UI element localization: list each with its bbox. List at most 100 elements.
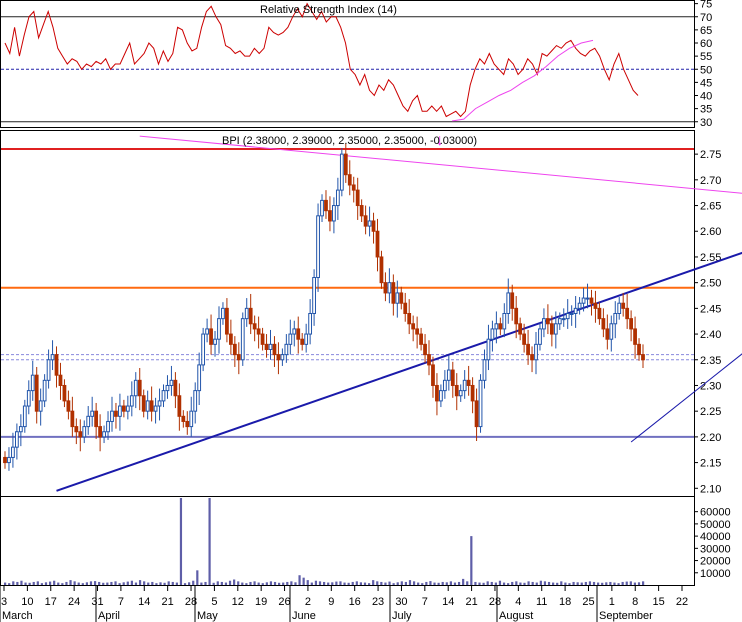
- candle-body: [565, 313, 570, 320]
- volume-bar: [57, 582, 60, 585]
- volume-bar: [642, 581, 645, 585]
- volume-tick-label: 50000: [700, 519, 731, 531]
- candle-body: [86, 415, 91, 428]
- candle-body: [474, 400, 479, 428]
- candle-body: [149, 400, 154, 412]
- volume-bar: [265, 582, 268, 585]
- volume-panel: [0, 496, 695, 586]
- candle-body: [161, 390, 166, 402]
- volume-tick-label: 30000: [700, 543, 731, 555]
- candle-body: [70, 410, 75, 428]
- candle-body: [335, 189, 340, 207]
- price-tick-label: 2.15: [700, 458, 721, 470]
- volume-bar: [36, 581, 39, 585]
- volume-bar: [188, 582, 191, 585]
- volume-bar: [208, 498, 211, 585]
- x-day-label: 25: [582, 596, 594, 608]
- volume-bar: [417, 582, 420, 585]
- volume-bar: [16, 581, 19, 585]
- volume-bar: [298, 575, 301, 585]
- candle-body: [351, 184, 356, 191]
- volume-bar: [486, 581, 489, 585]
- volume-bar: [388, 581, 391, 585]
- candle-body: [363, 215, 368, 227]
- candle-body: [371, 220, 376, 232]
- volume-bar: [159, 582, 162, 585]
- volume-bar: [412, 581, 416, 585]
- volume-bar: [327, 582, 330, 585]
- volume-bar: [363, 582, 367, 585]
- candle-body: [197, 364, 202, 392]
- volume-bar: [171, 581, 174, 585]
- candle-body: [407, 313, 412, 325]
- candle-body: [268, 343, 273, 350]
- candle-body: [169, 379, 174, 386]
- candle-body: [427, 354, 431, 366]
- price-tick-label: 2.45: [700, 303, 721, 315]
- candle-body: [423, 343, 427, 356]
- candle-body: [482, 359, 487, 381]
- rsi-tick-label: 75: [700, 0, 712, 11]
- candle-body: [118, 405, 122, 417]
- volume-bar: [343, 582, 346, 585]
- candle-body: [450, 369, 455, 386]
- candle-body: [248, 307, 253, 325]
- x-day-label: 21: [465, 596, 477, 608]
- candle-body: [526, 343, 530, 356]
- candle-body: [506, 292, 511, 314]
- volume-bar: [24, 582, 27, 585]
- volume-bar: [53, 580, 56, 585]
- price-trendline: [56, 251, 742, 492]
- volume-bar: [65, 581, 68, 585]
- x-month-label: June: [292, 610, 316, 622]
- candle-body: [225, 307, 229, 335]
- volume-bar: [12, 581, 15, 585]
- candle-body: [157, 400, 162, 407]
- candle-body: [498, 323, 503, 330]
- candle-body: [403, 302, 408, 315]
- volume-bar: [433, 582, 436, 585]
- candle-body: [534, 343, 538, 361]
- candle-body: [458, 390, 463, 397]
- volume-bar: [196, 570, 199, 585]
- volume-bar: [106, 582, 109, 585]
- candle-body: [332, 205, 336, 222]
- volume-bar: [126, 581, 129, 585]
- x-day-label: 24: [68, 596, 80, 608]
- candle-body: [613, 313, 618, 325]
- candle-body: [439, 390, 443, 402]
- volume-bar: [367, 583, 371, 585]
- price-trendline: [630, 353, 742, 443]
- candle-body: [256, 328, 261, 335]
- candle-body: [7, 456, 11, 464]
- volume-bar: [175, 582, 178, 585]
- volume-bar: [482, 582, 485, 585]
- candle-body: [561, 318, 566, 321]
- candle-body: [530, 354, 534, 361]
- volume-tick-label: 60000: [700, 507, 731, 519]
- candle-body: [209, 328, 213, 345]
- x-axis-layer: 3 10 17 24 31 7 14 21 28 5 12 19 26 2 9 16 23 30 7 14 21 28 4 1…: [0, 586, 688, 622]
- volume-bar: [73, 581, 76, 585]
- candle-body: [462, 379, 467, 392]
- candle-body: [129, 395, 134, 407]
- volume-bar: [556, 582, 559, 585]
- volume-bar: [192, 580, 195, 585]
- volume-bar: [314, 580, 318, 585]
- volume-bar: [531, 581, 534, 585]
- volume-bar: [625, 581, 628, 585]
- candle-body: [312, 277, 316, 315]
- candle-body: [78, 431, 83, 438]
- candle-body: [339, 153, 344, 191]
- volume-bar: [200, 582, 203, 585]
- candle-body: [609, 323, 614, 340]
- volume-bar: [212, 582, 215, 585]
- price-tick-label: 2.40: [700, 329, 721, 341]
- x-day-label: 7: [422, 596, 428, 608]
- candle-body: [201, 333, 206, 366]
- volume-bar: [396, 582, 399, 585]
- candle-body: [549, 323, 554, 335]
- candle-body: [415, 328, 420, 335]
